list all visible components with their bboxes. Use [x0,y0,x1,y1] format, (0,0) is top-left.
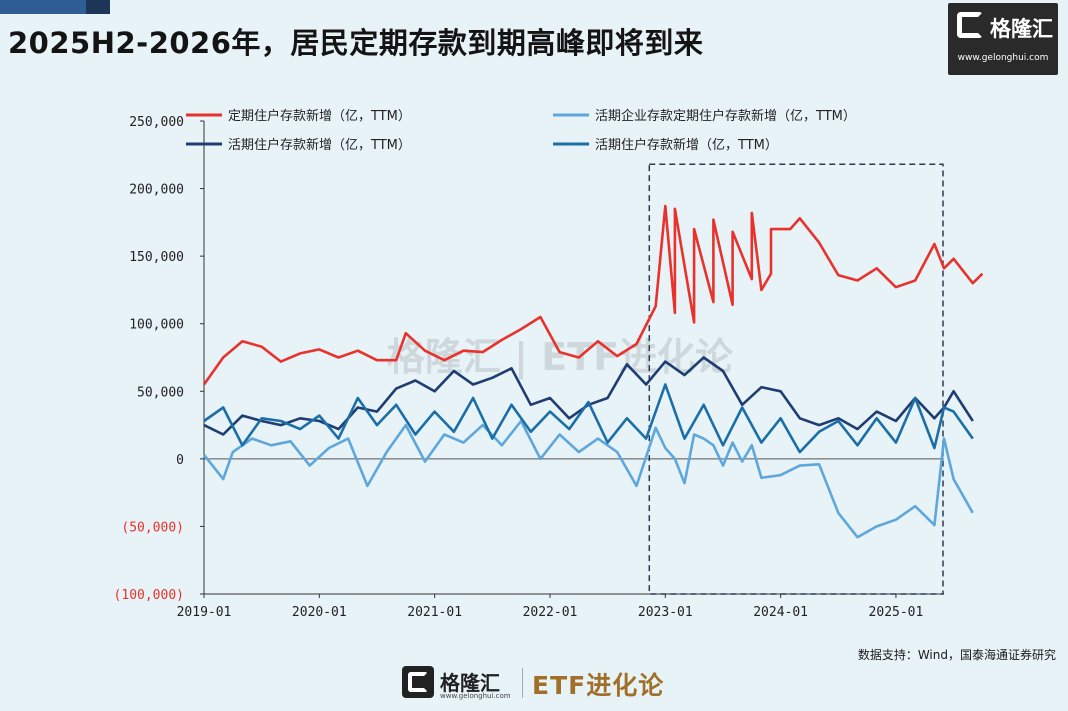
footer-logo-icon [402,666,434,698]
data-source: 数据支持：Wind，国泰海通证券研究 [857,648,1056,662]
brand-name: 格隆汇 [990,17,1053,41]
series-line-1 [202,204,984,386]
x-tick-label: 2020-01 [292,605,347,620]
y-tick-label: (100,000) [114,588,184,603]
footer-brand-name: 格隆汇 [440,671,500,695]
legend-label-4: 活期住户存款新增（亿，TTM） [595,137,778,153]
series-line-2 [202,419,974,539]
series-line-4 [203,383,974,454]
footer-brand-url: www.gelonghui.com [440,692,511,700]
brand-url: www.gelonghui.com [957,53,1049,63]
x-tick-label: 2021-01 [407,605,462,620]
y-tick-label: 0 [176,453,184,468]
brand-logo: 格隆汇 www.gelonghui.com [948,3,1058,75]
legend-label-1: 定期住户存款新增（亿，TTM） [228,108,411,124]
top-accent-bar [0,0,110,14]
legend-label-3: 活期住户存款新增（亿，TTM） [228,137,411,153]
y-tick-label: 250,000 [129,115,184,130]
x-tick-label: 2025-01 [869,605,924,620]
watermark-text: 格隆汇 | ETF进化论 [387,335,734,380]
x-tick-label: 2024-01 [753,605,808,620]
x-tick-label: 2022-01 [523,605,578,620]
footer-divider [522,668,523,698]
y-tick-label: 150,000 [129,250,184,265]
x-tick-label: 2019-01 [177,605,232,620]
y-tick-label: 50,000 [137,385,184,400]
y-tick-label: (50,000) [121,520,184,535]
footer-brand: 格隆汇 www.gelonghui.com ETF进化论 [402,664,702,704]
footer-column-name: ETF进化论 [532,671,665,700]
series-line-3 [203,356,974,436]
legend-label-2: 活期企业存款定期住户存款新增（亿，TTM） [595,108,856,124]
y-tick-label: 100,000 [129,318,184,333]
page-title: 2025H2-2026年，居民定期存款到期高峰即将到来 [8,26,704,60]
x-tick-label: 2023-01 [638,605,693,620]
logo-g-icon [957,12,983,38]
y-tick-label: 200,000 [129,183,184,198]
